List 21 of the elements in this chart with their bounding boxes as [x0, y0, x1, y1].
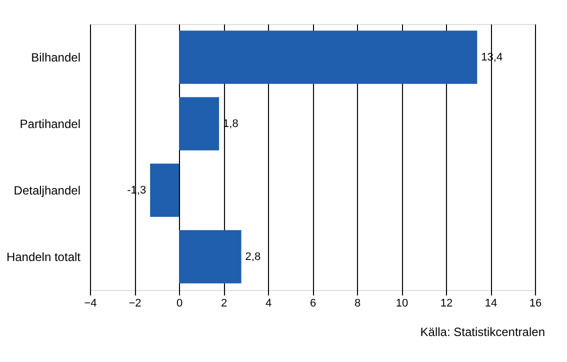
x-tick-label: 10 [396, 298, 408, 310]
x-tick-label: 6 [310, 298, 316, 310]
x-tick-label: 12 [440, 298, 453, 310]
text: Källa: Statistikcentralen [420, 325, 545, 339]
x-tick-label: −4 [84, 298, 97, 310]
x-tick-label: 8 [354, 298, 361, 310]
bar [179, 230, 242, 284]
x-tick-label: 16 [529, 298, 542, 310]
x-tick-label: 14 [484, 298, 498, 310]
x-tick-label: 0 [176, 298, 183, 310]
bar [179, 30, 478, 84]
bar [150, 164, 179, 217]
y-tick-label: Detaljhandel [14, 183, 80, 198]
data-label: 2,8 [245, 250, 261, 263]
y-tick-label: Bilhandel [31, 50, 80, 64]
bar [179, 97, 220, 150]
y-tick-label: Partihandel [20, 116, 80, 131]
y-tick-label: Handeln totalt [6, 250, 82, 264]
x-tick-label: −2 [128, 298, 142, 310]
x-tick-label: 2 [220, 298, 228, 310]
x-tick-label: 4 [265, 298, 272, 310]
